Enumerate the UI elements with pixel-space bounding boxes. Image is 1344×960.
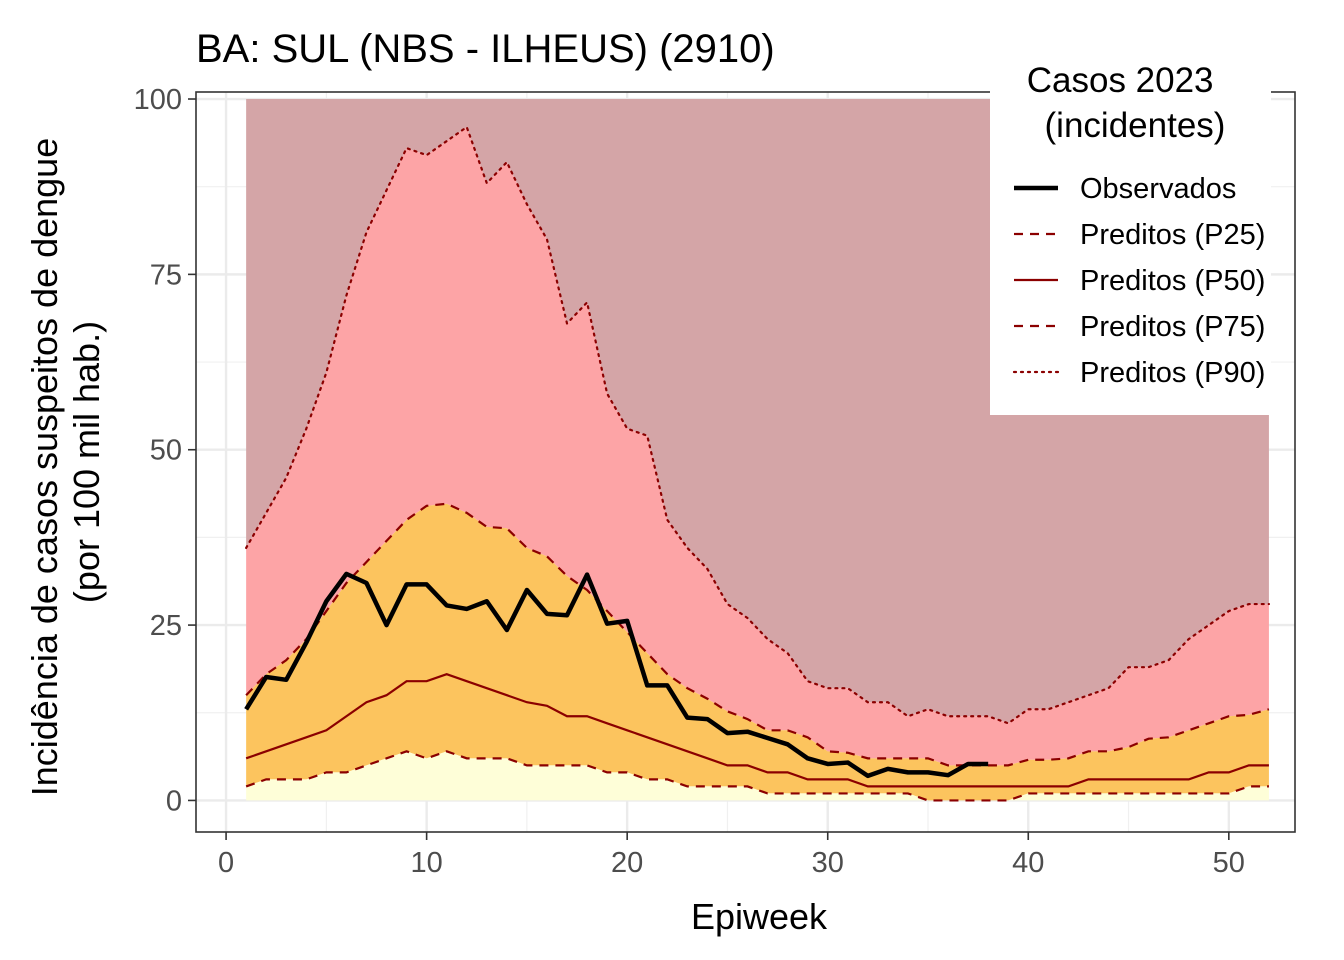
legend-items: Observados Preditos (P25) Preditos (P50) Pr… <box>1012 173 1265 389</box>
legend-label: Observados <box>1080 173 1236 205</box>
y-axis-label-line1: Incidência de casos suspeitos de dengue <box>24 138 65 796</box>
x-axis: 0 10 20 30 40 50 <box>218 832 1245 879</box>
legend-title: Casos 2023 (incidentes) <box>1027 61 1226 145</box>
line-p90 <box>245 125 1271 725</box>
line-p75 <box>245 502 1270 767</box>
y-axis: 0 25 50 75 100 <box>134 84 196 817</box>
band-p25-p75 <box>246 503 1269 801</box>
y-axis-label-line2: (por 100 mil hab.) <box>66 321 107 603</box>
band-below-p25 <box>246 751 1269 801</box>
plot-border <box>195 91 1296 833</box>
y-tick-label: 25 <box>150 610 182 642</box>
line-p25 <box>245 750 1269 802</box>
x-tick-label: 40 <box>1012 847 1044 879</box>
y-tick-label: 50 <box>150 435 182 467</box>
x-tick-label: 0 <box>218 847 234 879</box>
x-tick-label: 50 <box>1213 847 1245 879</box>
x-tick-label: 30 <box>812 847 844 879</box>
x-axis-label: Epiweek <box>691 896 828 937</box>
x-tick-label: 20 <box>611 847 643 879</box>
legend-label: Preditos (P50) <box>1080 265 1265 297</box>
line-observed <box>244 571 989 779</box>
legend-label: Preditos (P90) <box>1080 357 1265 389</box>
y-tick-label: 75 <box>150 259 182 291</box>
legend-title-line1: Casos 2023 <box>1027 61 1214 100</box>
x-tick-label: 10 <box>410 847 442 879</box>
legend-label: Preditos (P25) <box>1080 219 1265 251</box>
band-p75-p90 <box>246 127 1269 766</box>
legend-label: Preditos (P75) <box>1080 311 1265 343</box>
series-lines <box>244 125 1271 802</box>
y-axis-label: Incidência de casos suspeitos de dengue … <box>24 128 107 796</box>
legend-title-line2: (incidentes) <box>1045 106 1226 145</box>
legend: Casos 2023 (incidentes) Observados Predit… <box>990 52 1271 415</box>
y-tick-label: 100 <box>134 84 182 116</box>
y-tick-label: 0 <box>166 785 182 817</box>
chart-title: BA: SUL (NBS - ILHEUS) (2910) <box>196 27 775 71</box>
line-p50 <box>245 673 1269 788</box>
